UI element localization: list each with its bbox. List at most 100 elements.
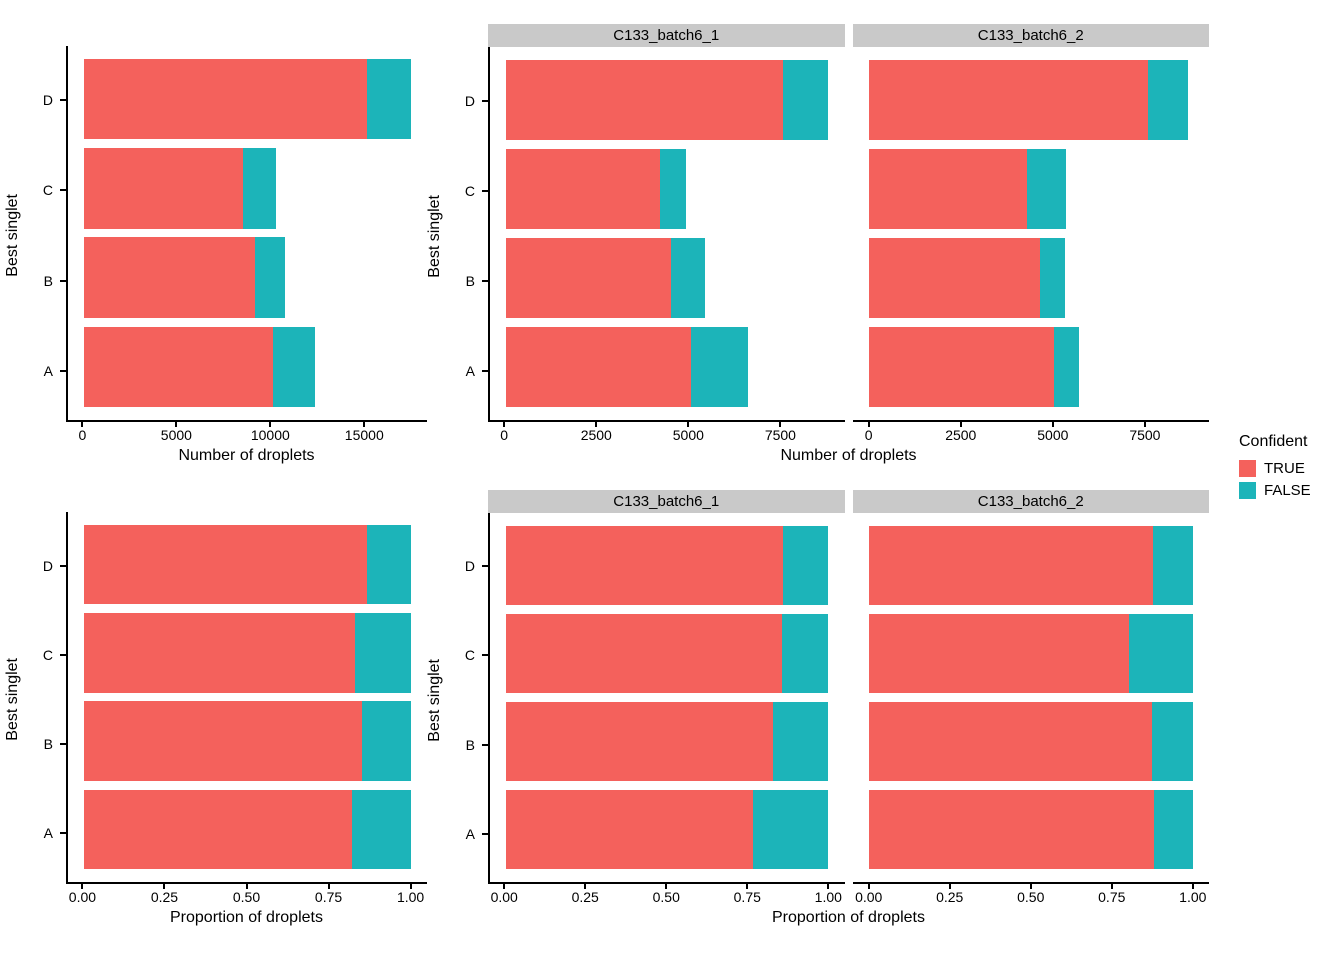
bar-C [68, 148, 427, 229]
x-tick-label: 5000 [1037, 427, 1069, 443]
y-tick-mark [60, 369, 66, 372]
y-tick-mark [60, 99, 66, 102]
bar-A [853, 789, 1210, 869]
bar-B [490, 237, 845, 318]
y-axis-title: Best singlet [426, 194, 443, 278]
y-axis-title: Best singlet [4, 194, 21, 277]
x-tick-mark [948, 884, 951, 889]
x-axis-title: Number of droplets [178, 447, 315, 464]
plot-panel [488, 513, 845, 884]
bar-B-false-segment [670, 237, 706, 318]
bar-D-true-segment [506, 60, 783, 141]
y-axis-title: Best singlet [4, 658, 21, 741]
bar-A-false-segment [752, 789, 829, 869]
x-tick-label: 0.75 [733, 889, 761, 905]
y-axis-labels: D C B A [26, 512, 66, 887]
bar-B-true-segment [868, 237, 1040, 318]
y-tick-mark [60, 653, 66, 656]
bar-C [68, 613, 427, 693]
plot-panel [66, 512, 427, 884]
bar-D-false-segment [1148, 60, 1188, 141]
bar-B [68, 237, 427, 318]
y-axis-title-holder: Best singlet [0, 46, 26, 425]
x-axis-title: Number of droplets [780, 447, 917, 464]
x-tick-mark [363, 422, 366, 427]
bar-A-true-segment [506, 326, 692, 407]
bar-B-true-segment [506, 237, 671, 318]
x-axis-C133_batch6_1: 0.00 0.25 0.50 0.75 1.00 [488, 884, 845, 906]
x-tick-label: 2500 [945, 427, 977, 443]
bar-D-false-segment [367, 525, 411, 605]
y-tick-mark [482, 280, 488, 282]
y-axis-labels: D C B A [448, 513, 488, 887]
plot-panel [852, 513, 1210, 884]
bar-B [68, 701, 427, 781]
x-tick-label: 2500 [580, 427, 612, 443]
bar-C [490, 149, 845, 230]
y-tick-mark [482, 190, 488, 192]
bar-A-true-segment [84, 326, 273, 407]
y-tick-label-A: A [465, 363, 475, 379]
bar-A [68, 789, 427, 869]
bar-A-false-segment [1154, 789, 1193, 869]
facet-strip: C133_batch6_2 [852, 490, 1209, 513]
bar-B-false-segment [255, 237, 286, 318]
x-tick-mark [687, 422, 690, 427]
bar-C [490, 614, 845, 694]
bar-D [853, 60, 1210, 141]
x-tick-mark [665, 884, 668, 889]
y-axis-labels: D C B A [26, 46, 66, 425]
bar-D-false-segment [782, 526, 829, 606]
y-tick-label-C: C [464, 647, 475, 664]
x-tick-mark [867, 884, 870, 889]
bar-A-false-segment [351, 789, 411, 869]
y-tick-mark [60, 279, 66, 282]
y-tick-label-D: D [464, 93, 475, 109]
y-tick-label-B: B [465, 273, 475, 289]
y-tick-mark [60, 189, 66, 192]
x-tick-label: 7500 [1129, 427, 1161, 443]
y-tick-label-D: D [42, 92, 53, 109]
x-tick-label: 15000 [344, 427, 384, 443]
chart-droplet-proportions-combined: Best singlet D C B A 0.00 0.25 0.50 0.75 1.00 Prop… [0, 512, 427, 935]
bar-C-true-segment [84, 148, 244, 229]
x-tick-label: 0.50 [232, 889, 261, 905]
bar-B-true-segment [84, 701, 362, 781]
y-axis-labels-column: D C B A [26, 46, 66, 473]
facets-row: C133_batch6_1 0.00 0.25 0.50 0.75 1.00 C133_ba… [488, 490, 1209, 906]
legend: Confident TRUE FALSE [1239, 433, 1343, 504]
y-tick-mark [482, 565, 488, 568]
y-tick-mark [482, 654, 488, 657]
x-tick-mark [409, 884, 412, 889]
x-axis-C133_batch6_2: 0.00 0.25 0.50 0.75 1.00 [853, 884, 1210, 906]
x-tick-mark [595, 422, 598, 427]
bar-C-false-segment [659, 149, 686, 230]
y-tick-label-A: A [465, 825, 475, 842]
facets-row: C133_batch6_1 0 2500 5000 7500 C133_batch6_2 0… [488, 24, 1209, 444]
bar-C-false-segment [1027, 149, 1066, 230]
bar-A-false-segment [272, 326, 315, 407]
facets-column: 0 5000 10000 15000 Number of droplets [66, 46, 427, 473]
x-tick-mark [163, 884, 166, 889]
bar-D-true-segment [506, 526, 783, 606]
x-tick-mark [269, 422, 272, 427]
y-tick-mark [60, 832, 66, 835]
facet-strip: C133_batch6_2 [852, 24, 1209, 47]
x-tick-mark [503, 884, 506, 889]
bar-C-false-segment [1129, 614, 1193, 694]
y-tick-label-A: A [43, 362, 53, 379]
bar-B-false-segment [772, 701, 829, 781]
bar-A-false-segment [1054, 326, 1080, 407]
x-tick-mark [779, 422, 782, 427]
bar-B [490, 701, 845, 781]
legend-item-true: TRUE [1239, 460, 1343, 477]
bar-A-false-segment [691, 326, 748, 407]
y-tick-label-B: B [43, 272, 53, 289]
x-tick-mark [1191, 884, 1194, 889]
bar-C-false-segment [782, 614, 829, 694]
y-tick-label-C: C [42, 646, 53, 663]
facets-row: 0 5000 10000 15000 [66, 46, 427, 444]
y-axis-title-holder: Best singlet [422, 513, 448, 887]
x-tick-mark [175, 422, 178, 427]
x-tick-label: 5000 [160, 427, 192, 443]
